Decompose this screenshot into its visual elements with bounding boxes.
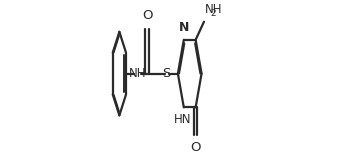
Text: HN: HN [174, 113, 192, 126]
Text: S: S [163, 67, 171, 80]
Text: O: O [142, 9, 153, 22]
Text: O: O [190, 141, 201, 154]
Text: 2: 2 [210, 9, 216, 18]
Text: NH: NH [129, 67, 146, 80]
Text: NH: NH [205, 3, 222, 16]
Text: N: N [179, 21, 190, 34]
